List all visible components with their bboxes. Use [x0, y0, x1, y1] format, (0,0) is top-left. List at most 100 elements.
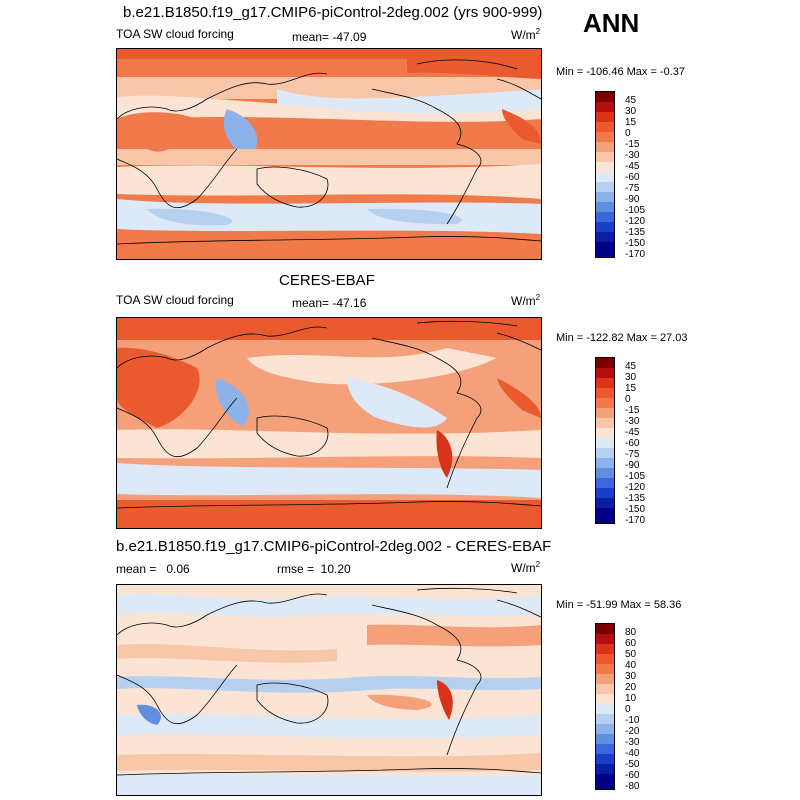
colorbar-tick-label: -45 [625, 161, 640, 172]
colorbar-tick-label: -60 [625, 438, 640, 449]
colorbar-tick-label: -15 [625, 139, 640, 150]
panel2-colorbar-swatch [596, 408, 614, 418]
panel1-colorbar-swatch [596, 222, 614, 232]
panel3-colorbar-swatch [596, 754, 614, 764]
panel2-colorbar-swatch [596, 468, 614, 478]
panel2-colorbar-swatch [596, 508, 614, 523]
panel1-colorbar-swatch [596, 122, 614, 132]
panel1-colorbar [595, 91, 615, 258]
panel1-colorbar-swatch [596, 142, 614, 152]
panel3-units: W/m2 [511, 560, 541, 576]
panel2-colorbar-swatch [596, 498, 614, 508]
panel2-colorbar-swatch [596, 428, 614, 438]
panel2-title: CERES-EBAF [279, 272, 375, 289]
panel1-mean: mean= -47.09 [292, 30, 367, 44]
panel2-colorbar-swatch [596, 458, 614, 468]
colorbar-tick-label: 50 [625, 649, 637, 660]
panel3-colorbar-swatch [596, 724, 614, 734]
colorbar-tick-label: -30 [625, 150, 640, 161]
panel1-colorbar-swatch [596, 132, 614, 142]
panel1-colorbar-swatch [596, 182, 614, 192]
colorbar-tick-label: -45 [625, 427, 640, 438]
panel1-variable: TOA SW cloud forcing [116, 27, 234, 41]
colorbar-tick-label: -90 [625, 194, 640, 205]
panel3-colorbar-swatch [596, 624, 614, 634]
colorbar-tick-label: -105 [625, 471, 646, 482]
colorbar-tick-label: 30 [625, 106, 637, 117]
colorbar-tick-label: -135 [625, 227, 646, 238]
panel3-rmse: rmse = 10.20 [277, 562, 351, 576]
colorbar-tick-label: -120 [625, 216, 646, 227]
panel2-mean: mean= -47.16 [292, 296, 367, 310]
panel1-colorbar-swatch [596, 192, 614, 202]
panel1-colorbar-swatch [596, 162, 614, 172]
colorbar-tick-label: 15 [625, 117, 637, 128]
panel3-colorbar-swatch [596, 654, 614, 664]
season-label: ANN [583, 8, 640, 38]
panel1-title: b.e21.B1850.f19_g17.CMIP6-piControl-2deg… [123, 4, 543, 21]
colorbar-tick-label: 40 [625, 660, 637, 671]
panel1-colorbar-swatch [596, 212, 614, 222]
panel2-colorbar-swatch [596, 388, 614, 398]
colorbar-tick-label: -105 [625, 205, 646, 216]
panel2-map-field [117, 318, 541, 528]
colorbar-tick-label: -60 [625, 770, 640, 781]
panel2-minmax: Min = -122.82 Max = 27.03 [556, 332, 688, 344]
panel1-units: W/m2 [511, 27, 541, 43]
colorbar-tick-label: -80 [625, 781, 640, 792]
colorbar-tick-label: -150 [625, 504, 646, 515]
panel3-colorbar-swatch [596, 704, 614, 714]
panel3-colorbar-swatch [596, 684, 614, 694]
panel2-colorbar-swatch [596, 398, 614, 408]
panel2-units: W/m2 [511, 293, 541, 309]
colorbar-tick-label: -20 [625, 726, 640, 737]
panel1-colorbar-swatch [596, 232, 614, 242]
panel2-colorbar [595, 357, 615, 524]
colorbar-tick-label: -40 [625, 748, 640, 759]
panel3-minmax: Min = -51.99 Max = 58.36 [556, 599, 682, 611]
panel1-map-field [117, 49, 541, 259]
colorbar-tick-label: -135 [625, 493, 646, 504]
panel2-colorbar-swatch [596, 368, 614, 378]
panel3-colorbar-swatch [596, 644, 614, 654]
panel3-map-field [117, 585, 541, 795]
panel1-colorbar-swatch [596, 242, 614, 257]
colorbar-tick-label: 60 [625, 638, 637, 649]
panel3-colorbar-swatch [596, 744, 614, 754]
colorbar-tick-label: 0 [625, 128, 631, 139]
colorbar-tick-label: -30 [625, 737, 640, 748]
colorbar-tick-label: -30 [625, 416, 640, 427]
panel3-colorbar-swatch [596, 774, 614, 789]
panel2-colorbar-swatch [596, 418, 614, 428]
panel1-colorbar-swatch [596, 102, 614, 112]
panel1-colorbar-swatch [596, 92, 614, 102]
panel3-colorbar-swatch [596, 764, 614, 774]
panel1-minmax: Min = -106.46 Max = -0.37 [556, 66, 686, 78]
panel3-colorbar-swatch [596, 674, 614, 684]
colorbar-tick-label: -60 [625, 172, 640, 183]
colorbar-tick-label: 10 [625, 693, 637, 704]
colorbar-tick-label: 0 [625, 394, 631, 405]
panel3-colorbar-swatch [596, 634, 614, 644]
panel3-colorbar-swatch [596, 714, 614, 724]
panel1-colorbar-swatch [596, 112, 614, 122]
colorbar-tick-label: 80 [625, 627, 637, 638]
panel3-colorbar-swatch [596, 664, 614, 674]
colorbar-tick-label: -170 [625, 249, 646, 260]
colorbar-tick-label: -75 [625, 449, 640, 460]
colorbar-tick-label: -10 [625, 715, 640, 726]
panel2-variable: TOA SW cloud forcing [116, 293, 234, 307]
colorbar-tick-label: -120 [625, 482, 646, 493]
panel1-map [116, 48, 542, 260]
panel2-map [116, 317, 542, 529]
panel1-colorbar-swatch [596, 202, 614, 212]
colorbar-tick-label: 30 [625, 372, 637, 383]
colorbar-tick-label: -150 [625, 238, 646, 249]
panel2-colorbar-swatch [596, 358, 614, 368]
colorbar-tick-label: -15 [625, 405, 640, 416]
panel3-map [116, 584, 542, 796]
panel1-colorbar-swatch [596, 172, 614, 182]
panel2-colorbar-swatch [596, 448, 614, 458]
panel2-colorbar-swatch [596, 378, 614, 388]
colorbar-tick-label: 45 [625, 95, 637, 106]
